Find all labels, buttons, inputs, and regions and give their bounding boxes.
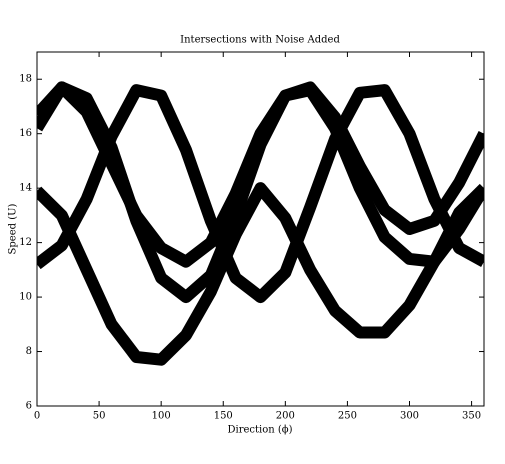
chart-title: Intersections with Noise Added bbox=[180, 35, 340, 46]
y-tick-label: 12 bbox=[19, 237, 32, 248]
x-tick-label: 50 bbox=[93, 411, 106, 422]
y-tick-label: 18 bbox=[19, 74, 32, 85]
x-tick-label: 100 bbox=[152, 411, 171, 422]
y-tick-label: 8 bbox=[26, 346, 32, 357]
x-axis-label: Direction (ϕ) bbox=[228, 425, 293, 436]
y-axis-label: Speed (U) bbox=[8, 203, 19, 254]
x-tick-label: 0 bbox=[34, 411, 40, 422]
x-tick-label: 200 bbox=[276, 411, 295, 422]
y-tick-label: 6 bbox=[26, 401, 32, 412]
x-tick-label: 300 bbox=[400, 411, 419, 422]
x-tick-label: 150 bbox=[214, 411, 233, 422]
line bbox=[37, 81, 484, 268]
x-tick-label: 350 bbox=[462, 411, 481, 422]
y-tick-label: 16 bbox=[19, 128, 32, 139]
plot-frame bbox=[36, 51, 485, 407]
y-tick-label: 10 bbox=[19, 292, 32, 303]
line bbox=[37, 84, 484, 304]
y-tick-label: 14 bbox=[19, 183, 32, 194]
x-tick-label: 250 bbox=[338, 411, 357, 422]
line bbox=[37, 182, 484, 366]
